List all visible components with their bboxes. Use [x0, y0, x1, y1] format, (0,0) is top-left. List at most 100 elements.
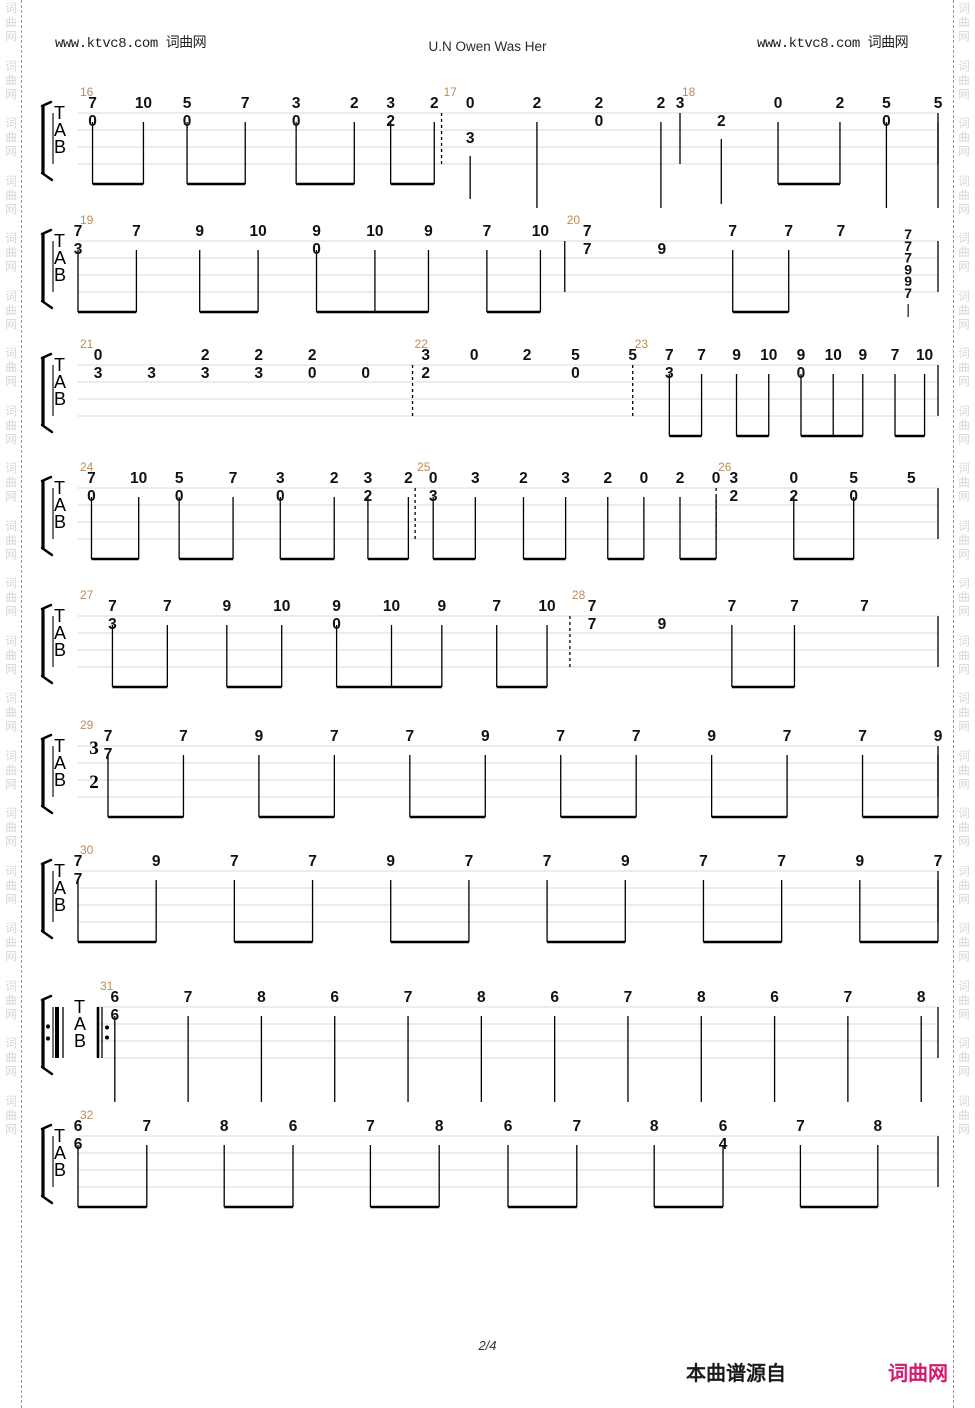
svg-text:2: 2 — [308, 347, 317, 364]
svg-text:6: 6 — [550, 989, 559, 1006]
svg-text:7: 7 — [891, 347, 900, 364]
svg-text:7: 7 — [104, 728, 113, 745]
svg-text:0: 0 — [466, 95, 475, 112]
svg-text:28: 28 — [572, 588, 586, 602]
svg-text:6: 6 — [74, 1136, 83, 1153]
svg-text:9: 9 — [438, 598, 447, 615]
svg-text:29: 29 — [80, 718, 94, 732]
svg-text:9: 9 — [255, 728, 264, 745]
svg-text:3: 3 — [466, 130, 475, 147]
svg-text:9: 9 — [707, 728, 716, 745]
svg-text:9: 9 — [152, 853, 161, 870]
svg-text:9: 9 — [481, 728, 490, 745]
svg-text:0: 0 — [88, 113, 97, 130]
svg-text:7: 7 — [777, 853, 786, 870]
svg-text:3: 3 — [276, 470, 285, 487]
svg-text:10: 10 — [532, 223, 549, 240]
svg-text:5: 5 — [849, 470, 858, 487]
svg-text:7: 7 — [465, 853, 474, 870]
svg-text:3: 3 — [147, 365, 156, 382]
svg-text:2: 2 — [717, 113, 726, 130]
svg-text:7: 7 — [483, 223, 492, 240]
svg-text:0: 0 — [849, 488, 858, 505]
svg-text:0: 0 — [292, 113, 301, 130]
svg-text:7: 7 — [184, 989, 193, 1006]
svg-text:7: 7 — [308, 853, 317, 870]
svg-text:7: 7 — [87, 470, 96, 487]
svg-text:8: 8 — [477, 989, 486, 1006]
svg-text:9: 9 — [797, 347, 806, 364]
svg-text:7: 7 — [132, 223, 141, 240]
svg-text:7: 7 — [858, 728, 867, 745]
svg-text:7: 7 — [790, 598, 799, 615]
svg-text:3: 3 — [471, 470, 480, 487]
svg-text:7: 7 — [796, 1118, 805, 1135]
svg-text:7: 7 — [230, 853, 239, 870]
svg-text:0: 0 — [175, 488, 184, 505]
svg-text:10: 10 — [916, 347, 933, 364]
svg-text:7: 7 — [241, 95, 250, 112]
svg-text:2: 2 — [657, 95, 666, 112]
svg-text:7: 7 — [556, 728, 565, 745]
svg-text:7: 7 — [142, 1118, 151, 1135]
svg-text:7: 7 — [406, 728, 415, 745]
svg-text:2: 2 — [421, 365, 430, 382]
svg-text:0: 0 — [87, 488, 96, 505]
svg-text:7: 7 — [783, 728, 792, 745]
svg-text:10: 10 — [135, 95, 152, 112]
svg-text:2: 2 — [836, 95, 845, 112]
svg-text:0: 0 — [595, 113, 604, 130]
svg-text:2: 2 — [364, 488, 373, 505]
svg-text:2: 2 — [201, 347, 210, 364]
svg-text:9: 9 — [657, 241, 666, 258]
svg-text:23: 23 — [635, 337, 649, 351]
svg-text:B: B — [54, 265, 66, 285]
svg-text:5: 5 — [183, 95, 192, 112]
svg-text:9: 9 — [386, 853, 395, 870]
svg-text:7: 7 — [934, 853, 943, 870]
svg-text:2: 2 — [404, 470, 413, 487]
svg-text:0: 0 — [470, 347, 479, 364]
svg-text:7: 7 — [904, 285, 912, 301]
svg-text:7: 7 — [588, 598, 597, 615]
svg-text:7: 7 — [697, 347, 706, 364]
svg-text:2: 2 — [386, 113, 395, 130]
svg-text:9: 9 — [856, 853, 865, 870]
svg-text:3: 3 — [421, 347, 430, 364]
svg-text:10: 10 — [130, 470, 147, 487]
svg-text:B: B — [54, 389, 66, 409]
svg-text:2: 2 — [533, 95, 542, 112]
svg-text:7: 7 — [179, 728, 188, 745]
svg-text:9: 9 — [621, 853, 630, 870]
svg-text:7: 7 — [330, 728, 339, 745]
svg-text:6: 6 — [719, 1118, 728, 1135]
svg-text:B: B — [54, 770, 66, 790]
svg-text:5: 5 — [934, 95, 943, 112]
svg-text:10: 10 — [273, 598, 290, 615]
svg-text:7: 7 — [404, 989, 413, 1006]
svg-text:7: 7 — [665, 347, 674, 364]
svg-text:6: 6 — [110, 989, 119, 1006]
svg-text:3: 3 — [89, 738, 99, 759]
svg-text:7: 7 — [366, 1118, 375, 1135]
svg-text:0: 0 — [183, 113, 192, 130]
svg-text:B: B — [54, 895, 66, 915]
svg-text:0: 0 — [640, 470, 649, 487]
svg-text:7: 7 — [624, 989, 633, 1006]
svg-text:3: 3 — [676, 95, 685, 112]
svg-text:2: 2 — [603, 470, 612, 487]
svg-text:5: 5 — [907, 470, 916, 487]
svg-text:2: 2 — [350, 95, 359, 112]
svg-text:0: 0 — [882, 113, 891, 130]
svg-text:9: 9 — [934, 728, 943, 745]
svg-text:3: 3 — [201, 365, 210, 382]
svg-text:B: B — [54, 1160, 66, 1180]
svg-text:8: 8 — [873, 1118, 882, 1135]
svg-text:7: 7 — [108, 598, 117, 615]
svg-text:3: 3 — [74, 241, 83, 258]
svg-text:6: 6 — [289, 1118, 298, 1135]
svg-text:3: 3 — [561, 470, 570, 487]
svg-text:9: 9 — [312, 223, 321, 240]
svg-text:7: 7 — [543, 853, 552, 870]
svg-text:0: 0 — [571, 365, 580, 382]
